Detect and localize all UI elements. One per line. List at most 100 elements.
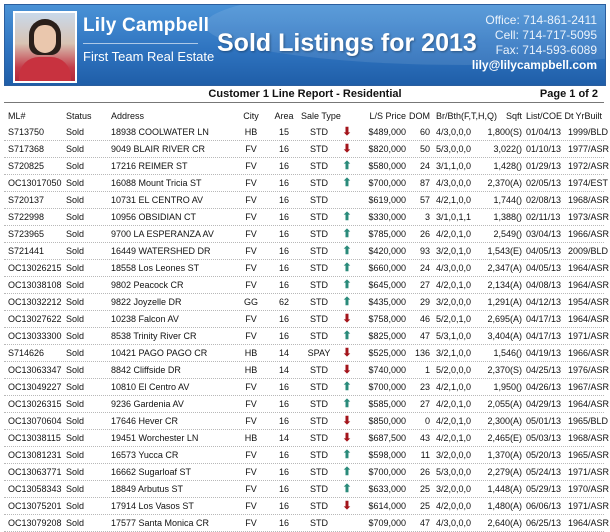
arrow-down-icon: ⬇ — [342, 143, 352, 155]
table-row[interactable]: S717368 Sold 9049 BLAIR RIVER CR FV 16 STD $82… — [4, 141, 609, 158]
table-row[interactable]: S720825 Sold 17216 REIMER ST FV 16 STD $580,00… — [4, 158, 609, 175]
cell-address: 16449 WATERSHED DR — [111, 246, 211, 256]
cell-year-built: 2009/BLD — [568, 246, 609, 256]
cell-bed-bath: 4/2,0,1,0 — [436, 229, 472, 239]
cell-address: 17914 Los Vasos ST — [111, 501, 194, 511]
cell-bed-bath: 3/2,0,0,0 — [436, 484, 472, 494]
table-row[interactable]: OC13032212 Sold 9822 Joyzelle DR GG 62 STD $43… — [4, 294, 609, 311]
cell-bed-bath: 4/3,0,0,0 — [436, 518, 472, 528]
cell-sale-type: STD — [310, 331, 328, 341]
office-phone: Office: 714-861-2411 — [485, 13, 597, 27]
cell-bed-bath: 5/2,0,1,0 — [436, 314, 472, 324]
header-area: Area — [274, 111, 294, 121]
cell-sqft: 2,370(A) — [487, 178, 522, 188]
cell-dom: 87 — [419, 178, 430, 188]
cell-sqft: 3,404(A) — [487, 331, 522, 341]
cell-year-built: 1971/ASR — [568, 331, 610, 341]
cell-year-built: 1964/ASR — [568, 314, 610, 324]
cell-address: 16662 Sugarloaf ST — [111, 467, 192, 477]
cell-sqft: 2,370(S) — [487, 365, 522, 375]
arrow-down-icon: ⬇ — [342, 126, 352, 138]
cell-dom: 24 — [419, 263, 430, 273]
agent-company: First Team Real Estate — [83, 49, 215, 64]
table-row[interactable]: OC13081231 Sold 16573 Yucca CR FV 16 STD $598,… — [4, 447, 609, 464]
cell-area: 16 — [278, 501, 289, 511]
cell-sqft: 1,800(S) — [487, 127, 522, 137]
table-header-row: ML# Status Address City Area Sale Type L… — [4, 108, 604, 124]
table-row[interactable]: OC13038108 Sold 9802 Peacock CR FV 16 STD $645… — [4, 277, 610, 294]
table-row[interactable]: OC13049227 Sold 10810 El Centro AV FV 16 STD $… — [4, 379, 609, 396]
cell-ml-number: OC13033300 — [8, 331, 62, 341]
cell-dom: 25 — [419, 484, 430, 494]
table-row[interactable]: OC13070604 Sold 17646 Hever CR FV 16 STD $850,… — [4, 413, 608, 430]
table-row[interactable]: OC13026215 Sold 18558 Los Leones ST FV 16 STD… — [4, 260, 609, 277]
table-row[interactable]: OC13079208 Sold 17577 Santa Monica CR FV 16 S… — [4, 515, 609, 532]
table-row[interactable]: OC13027622 Sold 10238 Falcon AV FV 16 STD $758… — [4, 311, 610, 328]
cell-year-built: 1966/ASR — [568, 348, 610, 358]
cell-price: $687,500 — [368, 433, 406, 443]
cell-bed-bath: 4/2,1,0,0 — [436, 195, 472, 205]
table-row[interactable]: S713750 Sold 18938 COOLWATER LN HB 15 STD $489… — [4, 124, 608, 141]
table-row[interactable]: OC13038115 Sold 19451 Worchester LN HB 14 STD… — [4, 430, 609, 447]
cell-city: HB — [244, 348, 258, 358]
table-row[interactable]: S723965 Sold 9700 LA ESPERANZA AV FV 16 STD $7… — [4, 226, 609, 243]
header-status: Status — [66, 111, 92, 121]
table-row[interactable]: S720137 Sold 10731 EL CENTRO AV FV 16 STD $619… — [4, 192, 609, 209]
table-row[interactable]: OC13058343 Sold 18849 Arbutus ST FV 16 STD $63… — [4, 481, 609, 498]
email-link[interactable]: lily@lilycampbell.com — [471, 58, 597, 72]
cell-bed-bath: 4/3,0,0,0 — [436, 178, 472, 188]
table-row[interactable]: OC13063771 Sold 16662 Sugarloaf ST FV 16 STD $… — [4, 464, 610, 481]
arrow-down-icon: ⬇ — [342, 347, 352, 359]
cell-city: FV — [245, 212, 257, 222]
cell-area: 16 — [278, 161, 289, 171]
cell-sale-type: STD — [310, 416, 328, 426]
cell-sale-type: STD — [310, 433, 328, 443]
cell-price: $614,000 — [368, 501, 406, 511]
table-row[interactable]: S722998 Sold 10956 OBSIDIAN CT FV 16 STD $330,… — [4, 209, 609, 226]
table-row[interactable]: OC13017050 Sold 16088 Mount Tricia ST FV 16 S… — [4, 175, 608, 192]
cell-ml-number: OC13026215 — [8, 263, 62, 273]
banner-title: Sold Listings for 2013 — [217, 29, 477, 57]
cell-list-coe-date: 02/08/13 — [526, 195, 562, 205]
cell-price: $525,000 — [368, 348, 406, 358]
cell-area: 16 — [278, 399, 289, 409]
table-row[interactable]: S714626 Sold 10421 PAGO PAGO CR HB 14 SPAY $52… — [4, 345, 610, 362]
cell-sqft: 1,744() — [493, 195, 522, 205]
cell-ml-number: OC13032212 — [8, 297, 62, 307]
cell-list-coe-date: 05/29/13 — [526, 484, 562, 494]
cell-dom: 1 — [424, 365, 430, 375]
cell-dom: 25 — [419, 501, 430, 511]
cell-list-coe-date: 03/04/13 — [526, 229, 562, 239]
cell-price: $785,000 — [368, 229, 406, 239]
table-row[interactable]: OC13033300 Sold 8538 Trinity River CR FV 16 S… — [4, 328, 610, 345]
cell-area: 14 — [278, 433, 289, 443]
cell-status: Sold — [66, 263, 85, 273]
cell-sale-type: STD — [310, 450, 328, 460]
table-row[interactable]: OC13063347 Sold 8842 Cliffside DR HB 14 STD $7… — [4, 362, 609, 379]
cell-city: FV — [245, 280, 257, 290]
cell-dom: 26 — [419, 467, 430, 477]
cell-sqft: 2,279(A) — [487, 467, 522, 477]
cell-dom: 27 — [419, 280, 430, 290]
cell-area: 16 — [278, 450, 289, 460]
cell-year-built: 1971/ASR — [568, 467, 610, 477]
cell-sqft: 1,448(A) — [487, 484, 522, 494]
cell-bed-bath: 3/1,0,1,1 — [436, 212, 472, 222]
table-row[interactable]: OC13026315 Sold 9236 Gardenia AV FV 16 STD $58… — [4, 396, 609, 413]
cell-status: Sold — [66, 161, 85, 171]
cell-price: $420,000 — [368, 246, 406, 256]
cell-address: 10421 PAGO PAGO CR — [111, 348, 208, 358]
table-row[interactable]: S721441 Sold 16449 WATERSHED DR FV 16 STD $420… — [4, 243, 609, 260]
cell-city: FV — [245, 450, 257, 460]
cell-city: FV — [245, 416, 257, 426]
cell-address: 9802 Peacock CR — [111, 280, 184, 290]
table-row[interactable]: OC13075201 Sold 17914 Los Vasos ST FV 16 STD $… — [4, 498, 609, 515]
cell-bed-bath: 5/3,0,0,0 — [436, 467, 472, 477]
cell-sqft: 1,388() — [493, 212, 522, 222]
cell-year-built: 1964/ASR — [568, 280, 610, 290]
header-sale-type: Sale Type — [301, 111, 341, 121]
cell-phone: Cell: 714-717-5095 — [494, 28, 597, 42]
cell-sale-type: STD — [310, 195, 328, 205]
cell-bed-bath: 3/2,0,0,0 — [436, 297, 472, 307]
cell-sale-type: STD — [310, 246, 328, 256]
